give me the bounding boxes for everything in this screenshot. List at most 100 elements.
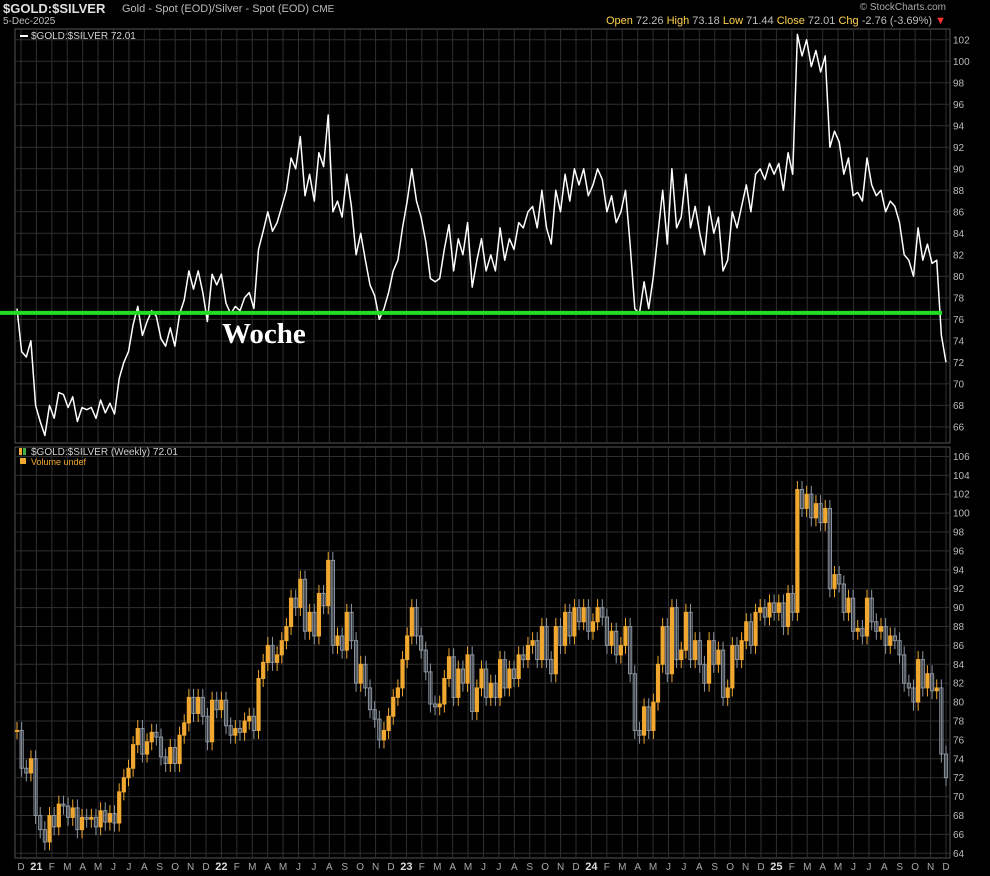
candle-body (140, 728, 145, 755)
x-tick-label: A (511, 862, 518, 873)
candle-body (70, 807, 75, 818)
candle-body (679, 649, 684, 661)
candle-body (507, 668, 512, 689)
exchange-label: CME (312, 4, 335, 15)
candle-body (897, 640, 902, 656)
top-y-tick-label: 70 (953, 379, 965, 390)
candle-body (200, 696, 205, 717)
top-y-tick-label: 80 (953, 272, 965, 283)
x-tick-label: M (248, 862, 256, 873)
candle-body (446, 656, 452, 679)
candle-body (423, 649, 428, 673)
candle-body (42, 829, 47, 843)
x-tick-label: J (851, 862, 856, 873)
candle-body (576, 607, 582, 623)
candle-body (493, 682, 498, 698)
x-tick-label: J (496, 862, 501, 873)
candle-body (191, 696, 196, 714)
bottom-y-tick-label: 66 (953, 830, 965, 841)
bottom-y-tick-label: 92 (953, 584, 965, 595)
candle-body (674, 607, 679, 661)
x-tick-label: M (803, 862, 811, 873)
candle-body (442, 677, 447, 705)
candle-body (131, 744, 136, 769)
candle-body (637, 729, 642, 736)
candle-body (112, 813, 117, 824)
candle-body (869, 597, 874, 623)
bottom-legend-swatch-down (23, 448, 26, 455)
candle-body (878, 626, 884, 632)
candle-body (172, 746, 178, 765)
candle-body (293, 597, 298, 609)
candle-body (479, 668, 484, 689)
candle-body (414, 607, 419, 637)
x-tick-label: S (896, 862, 903, 873)
low-value: 71.44 (746, 15, 774, 27)
candle-body (539, 626, 544, 661)
candle-body (883, 626, 888, 646)
candle-body (372, 709, 377, 720)
candle-body (516, 654, 521, 679)
x-tick-label: O (911, 862, 919, 873)
candle-body (405, 635, 410, 661)
candle-body (275, 654, 280, 663)
bottom-y-tick-label: 106 (953, 452, 970, 463)
candle-body (52, 814, 57, 828)
candle-body (567, 611, 572, 637)
candle-body (284, 626, 289, 642)
x-tick-label: D (757, 862, 764, 873)
candle-body (367, 687, 373, 711)
candle-body (841, 583, 846, 613)
candle-body (270, 644, 275, 663)
top-y-tick-label: 90 (953, 164, 965, 175)
candle-body (65, 805, 71, 818)
candle-body (767, 602, 772, 618)
chart-symbol: $GOLD:$SILVER (3, 1, 106, 16)
candle-body (693, 640, 698, 661)
candle-body (47, 814, 52, 843)
candle-body (358, 663, 363, 684)
top-y-tick-label: 88 (953, 186, 965, 197)
x-tick-label: 21 (30, 861, 42, 873)
chg-value: -2.76 (-3.69%) (861, 15, 933, 27)
top-legend-label: $GOLD:$SILVER 72.01 (31, 31, 136, 42)
candle-body (730, 644, 735, 689)
bottom-y-tick-label: 96 (953, 546, 965, 557)
candle-body (302, 578, 308, 632)
bottom-y-tick-label: 64 (953, 849, 965, 860)
candle-body (655, 663, 661, 703)
bottom-y-tick-label: 80 (953, 698, 965, 709)
candle-body (149, 731, 154, 743)
x-tick-label: F (604, 862, 610, 873)
candle-body (288, 597, 294, 628)
top-y-tick-label: 82 (953, 250, 965, 261)
x-tick-label: F (234, 862, 240, 873)
candle-body (600, 607, 605, 618)
x-tick-label: N (557, 862, 564, 873)
chg-down-icon: ▼ (935, 15, 946, 27)
candle-body (595, 607, 600, 623)
candle-body (205, 715, 210, 743)
x-tick-label: 25 (770, 861, 782, 873)
candle-body (242, 720, 247, 733)
candle-body (758, 607, 763, 613)
candle-body (349, 611, 354, 642)
x-tick-label: J (111, 862, 116, 873)
candle-body (182, 722, 187, 736)
candle-body (837, 574, 842, 585)
candle-body (186, 696, 191, 724)
candle-body (400, 659, 405, 689)
watermark[interactable]: © StockCharts.com (859, 2, 946, 13)
candle-body (363, 663, 368, 689)
volume-legend-swatch (20, 458, 26, 464)
candle-body (920, 659, 925, 689)
candle-body (906, 682, 911, 689)
x-tick-label: O (541, 862, 549, 873)
candle-body (939, 687, 944, 755)
x-tick-label: A (634, 862, 641, 873)
candle-body (553, 626, 558, 675)
candle-body (734, 644, 740, 661)
x-tick-label: A (326, 862, 333, 873)
bottom-y-tick-label: 86 (953, 641, 965, 652)
